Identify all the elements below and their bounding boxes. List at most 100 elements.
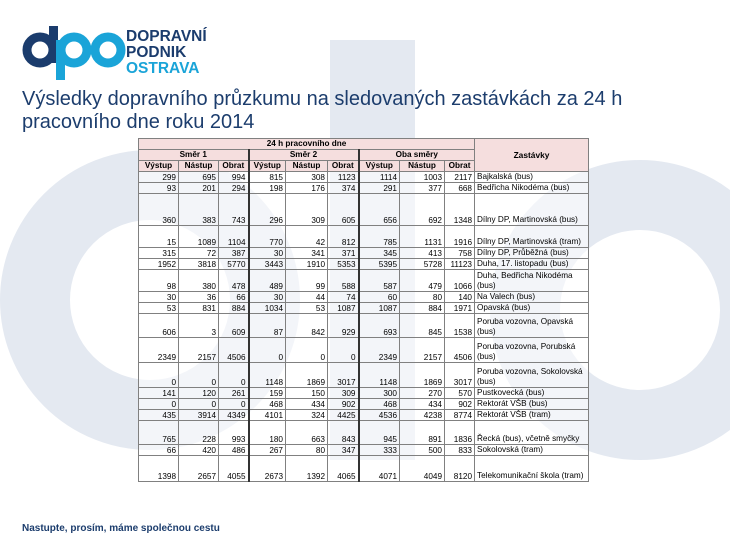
table-cell: 87 — [247, 313, 286, 338]
stop-name: Rektorát VŠB (bus) — [474, 398, 589, 410]
table-cell: 770 — [247, 225, 286, 248]
table-cell: 693 — [357, 313, 400, 338]
table-cell: 1003 — [399, 171, 445, 183]
column-header: Výstup — [138, 160, 179, 172]
table-cell: 479 — [399, 269, 445, 292]
stop-name: Na Valech (bus) — [474, 291, 589, 303]
stop-name: Pustkovecká (bus) — [474, 387, 589, 399]
table-cell: 434 — [285, 398, 328, 410]
table-cell: 3914 — [178, 409, 219, 421]
table-cell: 176 — [285, 182, 328, 194]
table-cell: 833 — [444, 444, 475, 456]
stop-name: Řecká (bus), včetně smyčky — [474, 420, 589, 445]
table-cell: 1952 — [138, 258, 179, 270]
table-cell: 902 — [444, 398, 475, 410]
stop-name: Dílny DP, Martinovská (bus) — [474, 193, 589, 226]
table-cell: 1104 — [218, 225, 249, 248]
table-cell: 994 — [218, 171, 249, 183]
table-cell: 4055 — [218, 455, 249, 482]
table-cell: 1538 — [444, 313, 475, 338]
table-cell: 5770 — [218, 258, 249, 270]
table-row: 66 420 486 267 80 347 333 500 833 Sokolovská (tra… — [138, 444, 589, 456]
table-cell: 99 — [285, 269, 328, 292]
table-cell: 945 — [357, 420, 400, 445]
table-cell: 228 — [178, 420, 219, 445]
table-row: 1398 2657 4055 2673 1392 4065 4071 4049 8120 Tele… — [138, 455, 589, 482]
table-cell: 0 — [138, 398, 179, 410]
table-cell: 0 — [178, 398, 219, 410]
table-cell: 93 — [138, 182, 179, 194]
table-cell: 4506 — [218, 337, 249, 363]
table-cell: 315 — [138, 247, 179, 259]
table-cell: 141 — [138, 387, 179, 399]
table-cell: 4349 — [218, 409, 249, 421]
table-cell: 902 — [327, 398, 359, 410]
table-cell: 3443 — [247, 258, 286, 270]
table-cell: 360 — [138, 193, 179, 226]
table-cell: 270 — [399, 387, 445, 399]
table-cell: 656 — [357, 193, 400, 226]
stop-name: Rektorát VŠB (tram) — [474, 409, 589, 421]
table-cell: 435 — [138, 409, 179, 421]
table-cell: 4425 — [327, 409, 359, 421]
stop-name: Poruba vozovna, Opavská (bus) — [474, 313, 589, 338]
table-cell: 2673 — [247, 455, 286, 482]
table-cell: 1066 — [444, 269, 475, 292]
table-cell: 420 — [178, 444, 219, 456]
table-cell: 341 — [285, 247, 328, 259]
table-cell: 1148 — [357, 362, 400, 388]
table-row: 1952 3818 5770 3443 1910 5353 5395 5728 11123 Duh… — [138, 258, 589, 270]
table-cell: 1398 — [138, 455, 179, 482]
table-cell: 72 — [178, 247, 219, 259]
table-cell: 668 — [444, 182, 475, 194]
table-cell: 4536 — [357, 409, 400, 421]
table-cell: 5728 — [399, 258, 445, 270]
table-row: 93 201 294 198 176 374 291 377 668 Bedřicha Nikod… — [138, 182, 589, 194]
table-cell: 489 — [247, 269, 286, 292]
table-row: 606 3 609 87 842 929 693 845 1538 Poruba vozovna,… — [138, 313, 589, 338]
table-cell: 2157 — [399, 337, 445, 363]
table-cell: 74 — [327, 291, 359, 303]
table-cell: 1836 — [444, 420, 475, 445]
stop-name: Poruba vozovna, Sokolovská (bus) — [474, 362, 589, 388]
table-cell: 1123 — [327, 171, 359, 183]
stop-name: Sokolovská (tram) — [474, 444, 589, 456]
table-cell: 4238 — [399, 409, 445, 421]
table-cell: 53 — [285, 302, 328, 314]
table-cell: 374 — [327, 182, 359, 194]
table-cell: 201 — [178, 182, 219, 194]
table-row: 299 695 994 815 308 1123 1114 1003 2117 Bajkalská… — [138, 171, 589, 183]
column-header: Obrat — [444, 160, 475, 172]
table-cell: 1087 — [357, 302, 400, 314]
table-cell: 98 — [138, 269, 179, 292]
stop-name: Opavská (bus) — [474, 302, 589, 314]
group-header: Směr 2 — [247, 149, 359, 161]
table-cell: 468 — [357, 398, 400, 410]
top-header: 24 h pracovního dne — [138, 138, 475, 150]
table-row: 315 72 387 30 341 371 345 413 758 Dílny DP, Průbě… — [138, 247, 589, 259]
dpo-logo — [22, 26, 126, 80]
table-cell: 743 — [218, 193, 249, 226]
table-cell: 140 — [444, 291, 475, 303]
table-row: 2349 2157 4506 0 0 0 2349 2157 4506 Poruba vozovn… — [138, 337, 589, 363]
table-cell: 758 — [444, 247, 475, 259]
table-cell: 0 — [138, 362, 179, 388]
table-cell: 468 — [247, 398, 286, 410]
table-cell: 500 — [399, 444, 445, 456]
table-cell: 695 — [178, 171, 219, 183]
table-cell: 1869 — [285, 362, 328, 388]
table-cell: 0 — [247, 337, 286, 363]
stops-header: Zastávky — [474, 138, 589, 172]
table-cell: 609 — [218, 313, 249, 338]
table-cell: 4506 — [444, 337, 475, 363]
table-cell: 606 — [138, 313, 179, 338]
table-cell: 845 — [399, 313, 445, 338]
table-cell: 5353 — [327, 258, 359, 270]
table-cell: 843 — [327, 420, 359, 445]
table-cell: 1348 — [444, 193, 475, 226]
table-cell: 993 — [218, 420, 249, 445]
table-cell: 44 — [285, 291, 328, 303]
table-cell: 1089 — [178, 225, 219, 248]
table-cell: 80 — [285, 444, 328, 456]
table-cell: 478 — [218, 269, 249, 292]
